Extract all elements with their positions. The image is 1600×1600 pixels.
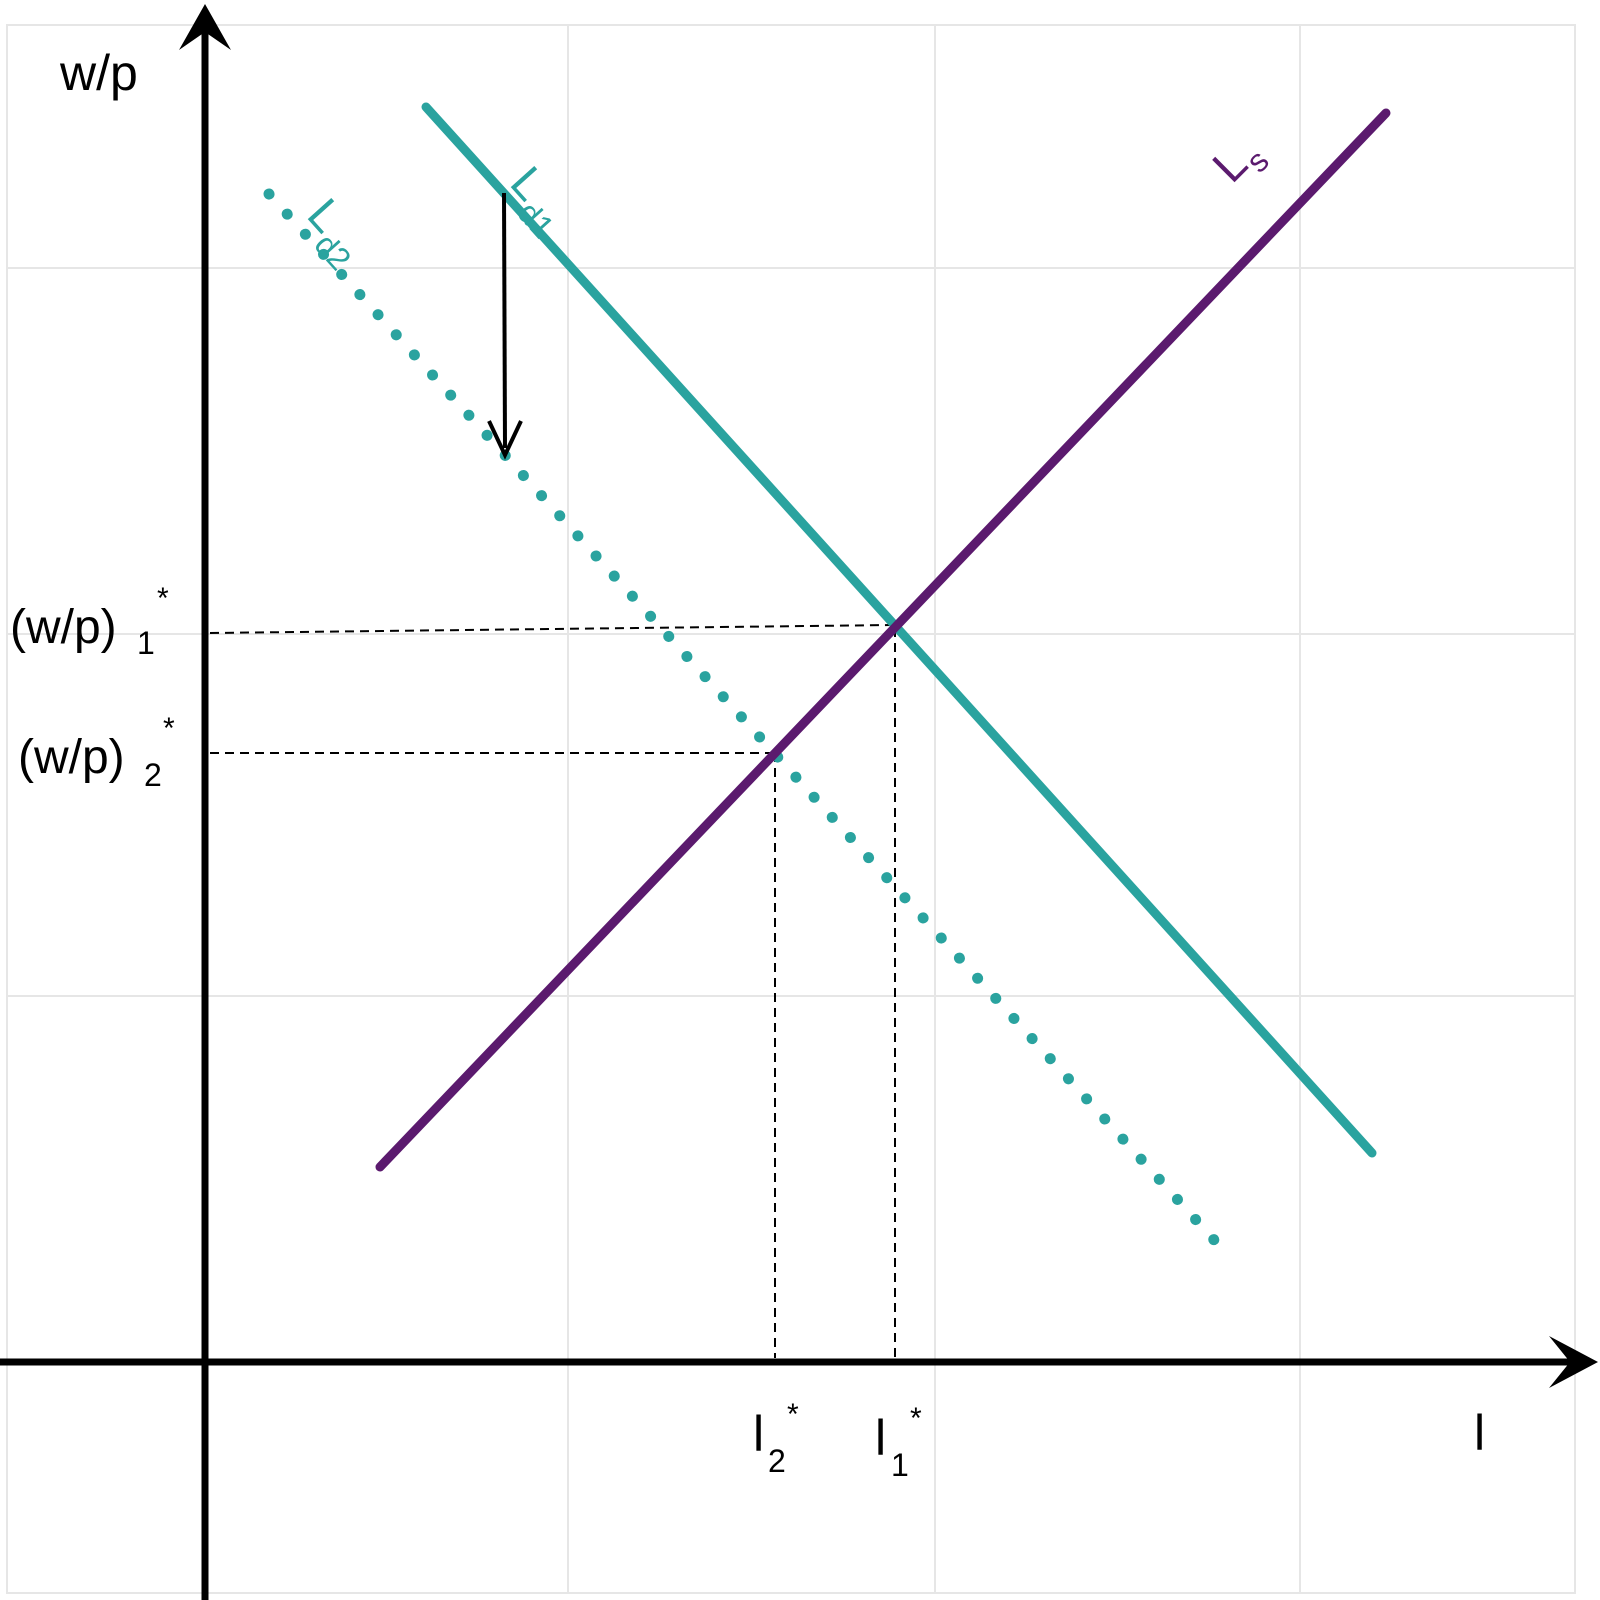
x-axis-label: l: [1474, 1405, 1485, 1461]
wp2-label-sup: *: [163, 712, 175, 745]
x-axis-arrowhead: [1549, 1336, 1598, 1388]
grid: [6, 24, 1576, 1594]
shift-arrow-shaft: [502, 192, 507, 449]
ld1-curve: [421, 102, 1377, 1158]
wp1-label-sub: 1: [137, 625, 155, 661]
shift-arrow-head: [487, 420, 523, 460]
l1-label-sub: 1: [891, 1447, 909, 1483]
axes: [0, 4, 1598, 1600]
l1-label-sup: *: [910, 1402, 922, 1435]
ls-curve: [375, 108, 1391, 1172]
l2-label-sub: 2: [768, 1443, 786, 1479]
guide-wp1-horizontal: [209, 624, 894, 634]
wp1-star-label: (w/p) 1 *: [10, 582, 169, 661]
l1-star-label: l 1 *: [875, 1402, 922, 1483]
wp1-label-sup: *: [157, 582, 169, 615]
l2-star-label: l 2 *: [753, 1398, 799, 1479]
ld2-curve: [263, 188, 1221, 1247]
l1-label-base: l: [875, 1410, 886, 1466]
l2-label-base: l: [753, 1406, 764, 1462]
ls-label: L s: [1202, 137, 1276, 192]
demand-shift-arrow: [487, 192, 523, 460]
wp2-label-base: (w/p): [18, 731, 125, 784]
wp2-star-label: (w/p) 2 *: [18, 712, 175, 793]
wp1-label-base: (w/p): [10, 601, 117, 654]
y-axis-label: w/p: [59, 45, 138, 101]
grid-border: [6, 24, 1576, 1594]
l2-label-sup: *: [787, 1398, 799, 1431]
y-axis-arrowhead: [179, 4, 231, 50]
wp2-label-sub: 2: [144, 757, 162, 793]
equilibrium-guides: [209, 624, 896, 1358]
